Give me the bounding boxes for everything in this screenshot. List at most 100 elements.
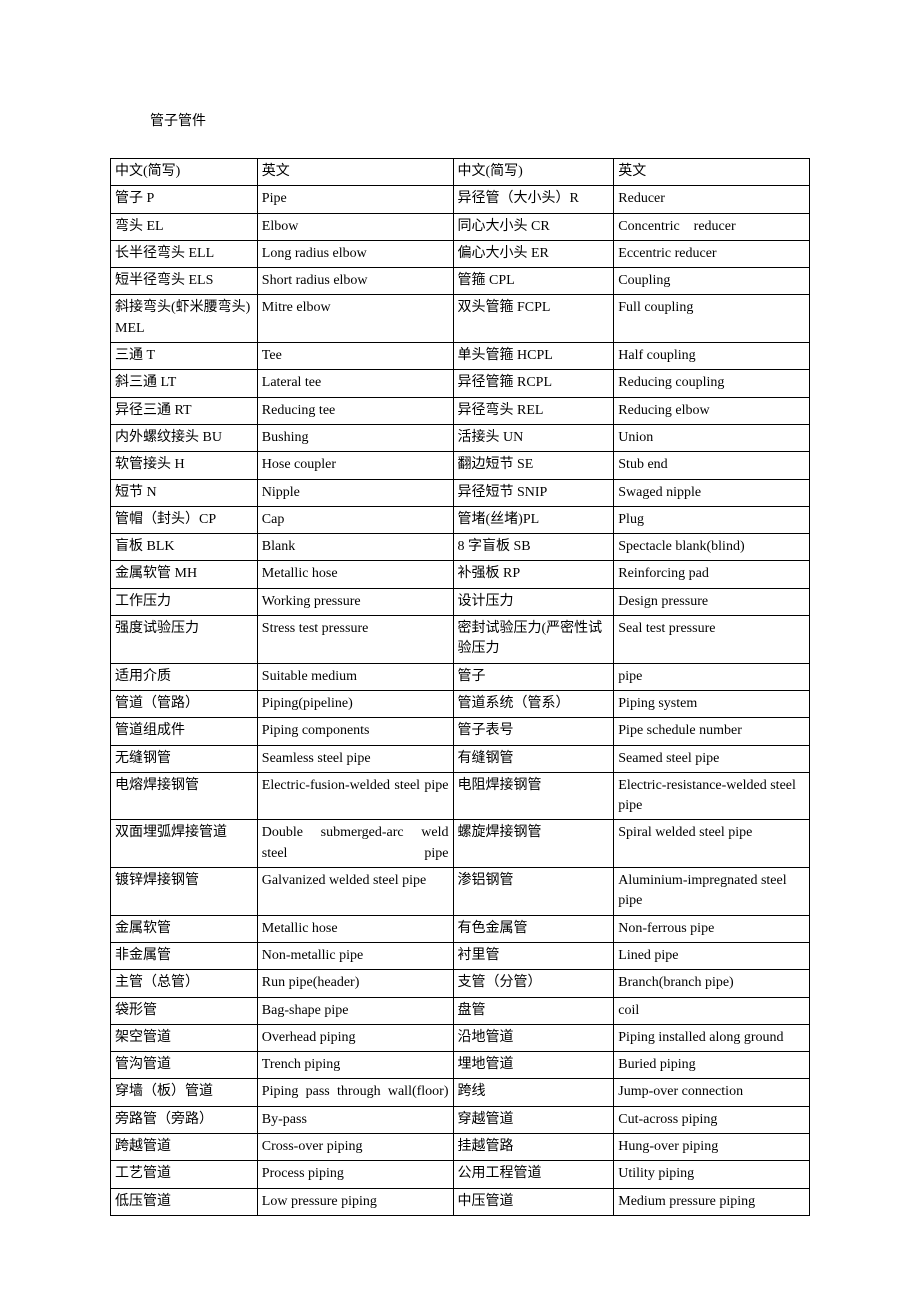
table-cell: Medium pressure piping <box>614 1188 810 1215</box>
table-cell: Double submerged-arc weld steel pipe <box>257 820 453 868</box>
table-cell: 斜三通 LT <box>111 370 258 397</box>
table-cell: 金属软管 <box>111 915 258 942</box>
table-row: 管帽（封头）CPCap管堵(丝堵)PLPlug <box>111 506 810 533</box>
table-cell: Piping pass through wall(floor) <box>257 1079 453 1106</box>
table-cell: 主管（总管） <box>111 970 258 997</box>
table-row: 旁路管（旁路）By-pass穿越管道Cut-across piping <box>111 1106 810 1133</box>
table-cell: Non-ferrous pipe <box>614 915 810 942</box>
table-cell: 活接头 UN <box>453 424 614 451</box>
table-cell: 穿墙（板）管道 <box>111 1079 258 1106</box>
table-row: 双面埋弧焊接管道Double submerged-arc weld steel … <box>111 820 810 868</box>
table-cell: 低压管道 <box>111 1188 258 1215</box>
table-cell: 强度试验压力 <box>111 616 258 664</box>
table-cell: 短节 N <box>111 479 258 506</box>
table-cell: Seamed steel pipe <box>614 745 810 772</box>
table-cell: 沿地管道 <box>453 1024 614 1051</box>
table-cell: Piping installed along ground <box>614 1024 810 1051</box>
table-cell: 管子表号 <box>453 718 614 745</box>
table-cell: 管沟管道 <box>111 1052 258 1079</box>
table-cell: Bushing <box>257 424 453 451</box>
table-cell: 内外螺纹接头 BU <box>111 424 258 451</box>
table-cell: Jump-over connection <box>614 1079 810 1106</box>
terms-table: 中文(简写)英文中文(简写)英文管子 PPipe异径管（大小头）RReducer… <box>110 158 810 1216</box>
table-cell: 设计压力 <box>453 588 614 615</box>
table-cell: 8 字盲板 SB <box>453 534 614 561</box>
table-cell: Reducing tee <box>257 397 453 424</box>
table-cell: Spectacle blank(blind) <box>614 534 810 561</box>
table-cell: 旁路管（旁路） <box>111 1106 258 1133</box>
table-cell: 埋地管道 <box>453 1052 614 1079</box>
table-row: 工艺管道Process piping公用工程管道Utility piping <box>111 1161 810 1188</box>
table-cell: Blank <box>257 534 453 561</box>
table-row: 斜接弯头(虾米腰弯头) MELMitre elbow双头管箍 FCPLFull … <box>111 295 810 343</box>
table-row: 架空管道Overhead piping沿地管道Piping installed … <box>111 1024 810 1051</box>
document-page: 管子管件 中文(简写)英文中文(简写)英文管子 PPipe异径管（大小头）RRe… <box>0 0 920 1276</box>
table-cell: 螺旋焊接钢管 <box>453 820 614 868</box>
table-row: 弯头 ELElbow同心大小头 CRConcentric reducer <box>111 213 810 240</box>
table-cell: 公用工程管道 <box>453 1161 614 1188</box>
table-cell: Galvanized welded steel pipe <box>257 868 453 916</box>
table-row: 适用介质Suitable medium管子pipe <box>111 663 810 690</box>
table-cell: Tee <box>257 343 453 370</box>
table-cell: Half coupling <box>614 343 810 370</box>
table-cell: 长半径弯头 ELL <box>111 240 258 267</box>
table-cell: 适用介质 <box>111 663 258 690</box>
table-cell: 翻边短节 SE <box>453 452 614 479</box>
table-cell: Stub end <box>614 452 810 479</box>
table-cell: Cap <box>257 506 453 533</box>
table-cell: 架空管道 <box>111 1024 258 1051</box>
table-cell: Seal test pressure <box>614 616 810 664</box>
table-cell: Reducer <box>614 186 810 213</box>
table-cell: Working pressure <box>257 588 453 615</box>
table-cell: 斜接弯头(虾米腰弯头) MEL <box>111 295 258 343</box>
table-row: 盲板 BLKBlank8 字盲板 SBSpectacle blank(blind… <box>111 534 810 561</box>
table-cell: 渗铝钢管 <box>453 868 614 916</box>
table-cell: 跨越管道 <box>111 1133 258 1160</box>
table-cell: Seamless steel pipe <box>257 745 453 772</box>
table-row: 低压管道Low pressure piping中压管道Medium pressu… <box>111 1188 810 1215</box>
table-cell: 金属软管 MH <box>111 561 258 588</box>
table-cell: 电熔焊接钢管 <box>111 772 258 820</box>
table-cell: 异径弯头 REL <box>453 397 614 424</box>
table-cell: Overhead piping <box>257 1024 453 1051</box>
table-cell: 双面埋弧焊接管道 <box>111 820 258 868</box>
table-cell: 管子 <box>453 663 614 690</box>
table-row: 穿墙（板）管道Piping pass through wall(floor)跨线… <box>111 1079 810 1106</box>
table-row: 金属软管 MHMetallic hose补强板 RPReinforcing pa… <box>111 561 810 588</box>
table-row: 电熔焊接钢管Electric-fusion-welded steel pipe电… <box>111 772 810 820</box>
table-row: 无缝钢管Seamless steel pipe有缝钢管Seamed steel … <box>111 745 810 772</box>
table-cell: Metallic hose <box>257 561 453 588</box>
table-cell: Buried piping <box>614 1052 810 1079</box>
table-cell: 弯头 EL <box>111 213 258 240</box>
table-cell: Process piping <box>257 1161 453 1188</box>
table-row: 长半径弯头 ELLLong radius elbow偏心大小头 EREccent… <box>111 240 810 267</box>
table-row: 非金属管Non-metallic pipe衬里管Lined pipe <box>111 942 810 969</box>
table-cell: 管堵(丝堵)PL <box>453 506 614 533</box>
table-cell: Union <box>614 424 810 451</box>
table-row: 斜三通 LTLateral tee异径管箍 RCPLReducing coupl… <box>111 370 810 397</box>
table-cell: Piping components <box>257 718 453 745</box>
table-cell: Run pipe(header) <box>257 970 453 997</box>
table-cell: Reinforcing pad <box>614 561 810 588</box>
table-row: 软管接头 HHose coupler翻边短节 SEStub end <box>111 452 810 479</box>
table-cell: 异径三通 RT <box>111 397 258 424</box>
table-cell: 有缝钢管 <box>453 745 614 772</box>
table-cell: 管道组成件 <box>111 718 258 745</box>
table-cell: Mitre elbow <box>257 295 453 343</box>
table-cell: 工作压力 <box>111 588 258 615</box>
table-row: 工作压力Working pressure设计压力Design pressure <box>111 588 810 615</box>
table-cell: Branch(branch pipe) <box>614 970 810 997</box>
table-cell: 非金属管 <box>111 942 258 969</box>
table-cell: 管子 P <box>111 186 258 213</box>
table-cell: Swaged nipple <box>614 479 810 506</box>
table-header-cell: 中文(简写) <box>111 159 258 186</box>
table-cell: pipe <box>614 663 810 690</box>
table-cell: By-pass <box>257 1106 453 1133</box>
table-row: 主管（总管）Run pipe(header)支管（分管）Branch(branc… <box>111 970 810 997</box>
table-cell: 管帽（封头）CP <box>111 506 258 533</box>
table-cell: Elbow <box>257 213 453 240</box>
table-cell: Electric-fusion-welded steel pipe <box>257 772 453 820</box>
table-cell: Pipe <box>257 186 453 213</box>
table-cell: Trench piping <box>257 1052 453 1079</box>
table-cell: Non-metallic pipe <box>257 942 453 969</box>
